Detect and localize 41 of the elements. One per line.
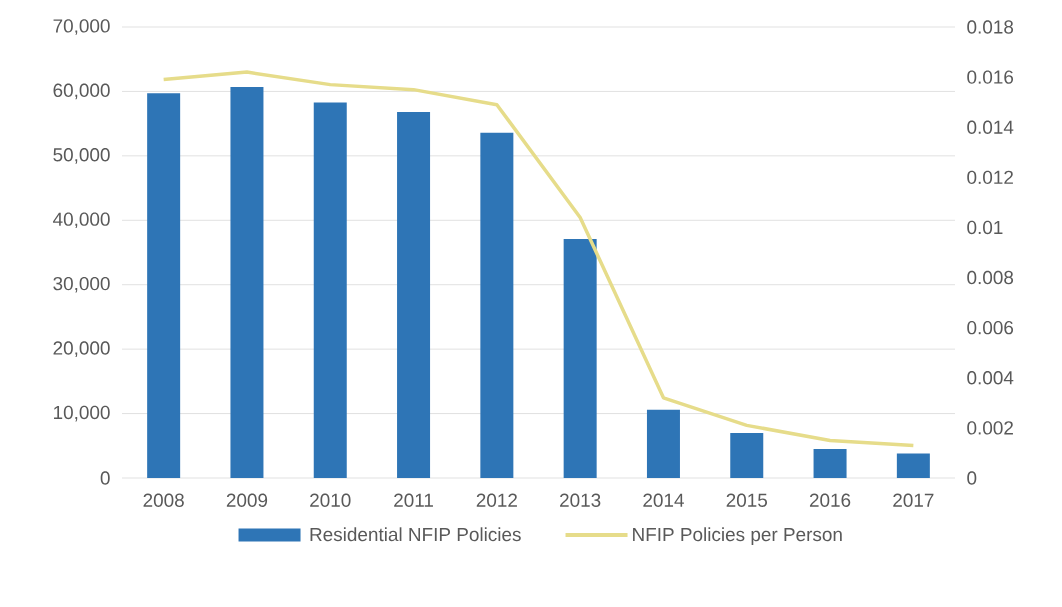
x-tick-label: 2012: [476, 493, 517, 507]
x-tick-label: 2015: [726, 493, 768, 507]
x-tick-label: 2014: [643, 493, 684, 507]
bar: [563, 238, 597, 478]
x-tick-label: 2017: [893, 493, 934, 507]
bar: [397, 112, 431, 478]
x-tick-label: 2016: [809, 493, 851, 507]
x-tick-label: 2009: [226, 493, 268, 507]
bar: [896, 453, 930, 478]
bar: [313, 102, 347, 478]
legend-label: NFIP Policies per Person: [633, 527, 842, 545]
y2-tick-label: 0.012: [967, 170, 1013, 185]
x-tick-label: 2010: [310, 493, 351, 507]
y-tick-label: 40,000: [53, 212, 110, 229]
legend-label: Residential NFIP Policies: [310, 527, 521, 542]
y2-tick-label: 0.014: [967, 120, 1014, 134]
y2-tick-label: 0.006: [967, 320, 1014, 335]
y2-tick-label: 0: [967, 471, 977, 485]
bar: [730, 432, 764, 478]
x-tick-label: 2008: [143, 493, 184, 507]
y-tick-label: 60,000: [53, 83, 110, 100]
bar: [230, 86, 264, 478]
y2-tick-label: 0.002: [967, 421, 1013, 435]
y-tick-label: 0: [100, 471, 110, 485]
y-tick-label: 10,000: [54, 405, 110, 422]
bar: [147, 93, 181, 478]
y-tick-label: 20,000: [53, 341, 110, 357]
x-tick-label: 2013: [560, 493, 601, 507]
bar: [480, 132, 514, 478]
y2-tick-label: 0.018: [967, 20, 1014, 34]
y2-tick-label: 0.008: [967, 270, 1014, 285]
line-series: [161, 70, 916, 448]
y-tick-label: 50,000: [53, 148, 110, 164]
bar: [813, 449, 847, 478]
bar: [646, 409, 680, 478]
y-tick-label: 70,000: [53, 19, 110, 35]
y2-tick-label: 0.016: [967, 70, 1014, 84]
y2-tick-label: 0.004: [967, 371, 1014, 385]
y-tick-label: 30,000: [53, 276, 110, 293]
y2-tick-label: 0.01: [967, 220, 1003, 235]
x-tick-label: 2011: [394, 493, 433, 507]
